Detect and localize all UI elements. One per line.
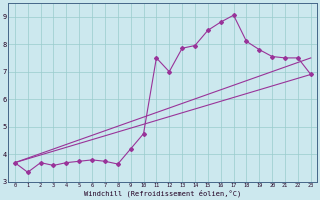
X-axis label: Windchill (Refroidissement éolien,°C): Windchill (Refroidissement éolien,°C)	[84, 190, 242, 197]
